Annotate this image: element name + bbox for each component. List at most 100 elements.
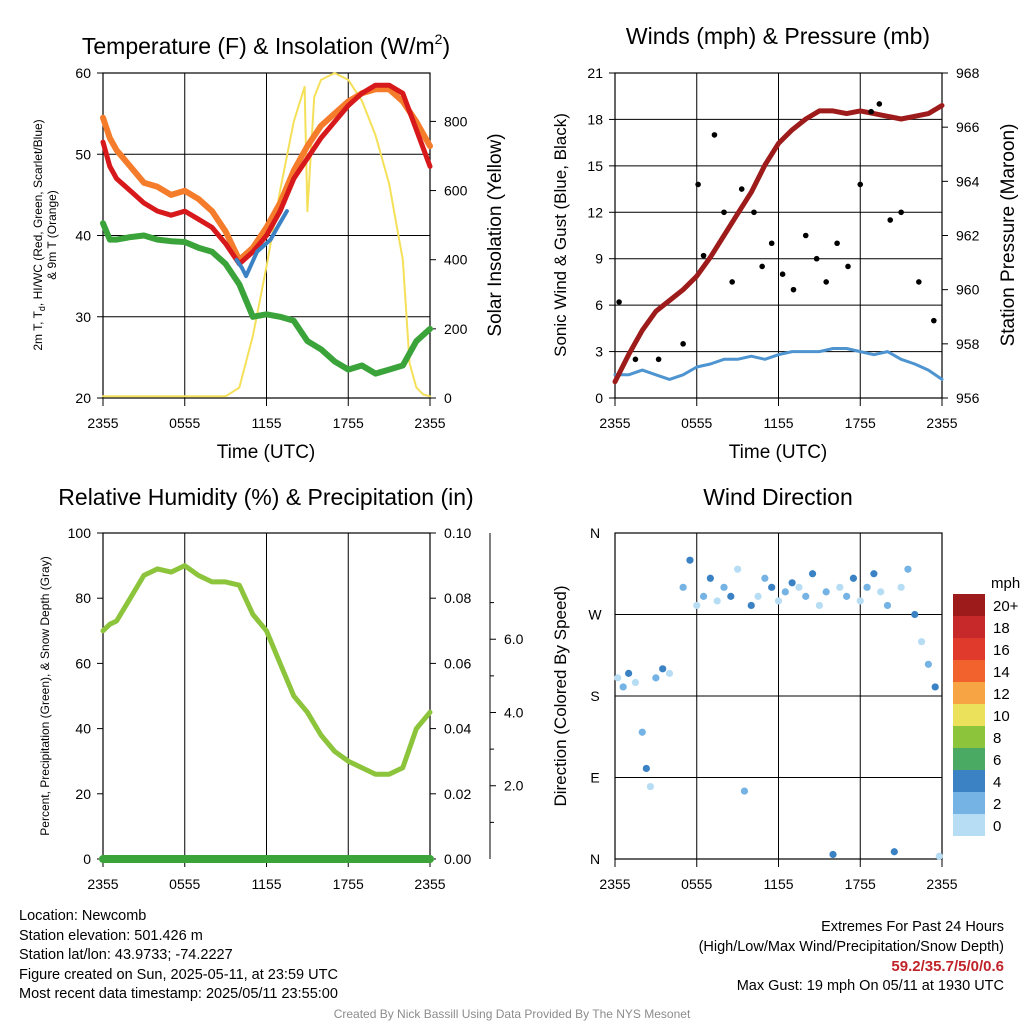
legend-label: 6 — [993, 752, 1001, 769]
temperature-xlabel: Time (UTC) — [217, 442, 316, 463]
gust-point — [931, 317, 937, 324]
winds-xtick-label: 0555 — [681, 415, 712, 431]
temperature-y2tick-label: 600 — [444, 183, 468, 199]
humidity-xtick-label: 2355 — [414, 876, 445, 892]
gust-point — [802, 232, 809, 239]
legend-swatch — [953, 770, 985, 792]
gust-point — [868, 108, 874, 115]
winds-xlabel: Time (UTC) — [729, 442, 828, 463]
direction-point — [625, 669, 633, 677]
gust-point — [845, 263, 851, 270]
humidity-y2tick-label: 0.02 — [444, 786, 471, 802]
winds-y2tick-label: 960 — [956, 282, 980, 298]
temperature-ytick-label: 20 — [75, 390, 91, 406]
direction-point — [904, 565, 912, 573]
temperature-xtick-label: 0555 — [169, 415, 200, 431]
humidity-xtick-label: 1155 — [251, 876, 281, 892]
temperature-title: Temperature (F) & Insolation (W/m2) — [82, 31, 450, 59]
gust-point — [700, 252, 707, 259]
direction-point — [897, 583, 905, 591]
gust-point — [898, 209, 904, 216]
extremes-title: Extremes For Past 24 Hours — [821, 919, 1004, 935]
gust-point — [887, 217, 894, 223]
humidity-ytick-label: 20 — [75, 786, 91, 802]
temperature-ylabel-left-2: & 9m T (Orange) — [45, 190, 59, 280]
station-info: Location: Newcomb Station elevation: 501… — [19, 907, 338, 1005]
direction-ytick-label: E — [590, 770, 599, 786]
temperature-xtick-label: 1155 — [251, 415, 281, 431]
legend-swatch — [953, 638, 985, 660]
direction-xtick-label: 2355 — [926, 876, 957, 892]
direction-ytick-label: S — [590, 688, 599, 704]
direction-point — [774, 597, 783, 605]
snow-depth-tick-label: 4.0 — [504, 704, 524, 720]
humidity-xtick-label: 0555 — [169, 876, 200, 892]
direction-point — [890, 848, 898, 856]
direction-point — [883, 601, 892, 610]
temperature-ytick-label: 40 — [75, 228, 91, 244]
direction-point — [829, 850, 837, 859]
temperature-xtick-label: 2355 — [414, 415, 445, 431]
direction-point — [768, 583, 776, 591]
gust-point — [813, 255, 820, 262]
direction-point — [761, 574, 769, 582]
direction-point — [815, 601, 823, 610]
humidity-xtick-label: 1755 — [333, 876, 364, 892]
legend-label: 8 — [993, 730, 1001, 747]
direction-point — [727, 592, 735, 600]
winds-ytick-label: 9 — [595, 251, 603, 267]
humidity-y2tick-label: 0.10 — [444, 525, 471, 541]
direction-point — [659, 665, 667, 673]
winds-ytick-label: 21 — [587, 65, 603, 81]
gust-point — [768, 240, 775, 247]
direction-point — [740, 787, 749, 795]
direction-ytick-label: N — [590, 525, 600, 541]
extremes-subtitle: (High/Low/Max Wind/Precipitation/Snow De… — [698, 938, 1004, 955]
wind-speed-line — [613, 347, 944, 381]
figure-created: Figure created on Sun, 2025-05-11, at 23… — [19, 966, 338, 983]
direction-point — [686, 556, 694, 564]
snow-depth-tick-label: 2.0 — [504, 778, 524, 794]
direction-point — [911, 610, 919, 619]
gust-point — [655, 356, 662, 363]
gust-point — [729, 279, 735, 285]
gust-point — [876, 101, 883, 107]
pressure-line — [612, 103, 945, 385]
temperature-y2tick-label: 0 — [444, 390, 452, 406]
direction-xtick-label: 1155 — [763, 876, 793, 892]
temperature-ytick-label: 30 — [75, 309, 91, 325]
winds-xtick-label: 2355 — [926, 415, 957, 431]
direction-point — [754, 592, 762, 600]
winds-xtick-label: 1755 — [845, 415, 876, 431]
winds-y2tick-label: 962 — [956, 228, 980, 244]
humidity-ytick-label: 40 — [75, 721, 91, 737]
direction-point — [788, 579, 796, 587]
humidity-title: Relative Humidity (%) & Precipitation (i… — [58, 484, 473, 510]
windchill-line — [234, 209, 289, 279]
humidity-y2tick-label: 0.04 — [444, 721, 471, 737]
temperature-ylabel-right: Solar Insolation (Yellow) — [485, 133, 506, 336]
snow-depth-tick-label: 6.0 — [504, 631, 524, 647]
winds-xtick-label: 2355 — [599, 415, 630, 431]
humidity-line — [100, 563, 433, 777]
temp-2m-line — [100, 82, 433, 267]
winds-y2tick-label: 956 — [956, 390, 980, 406]
winds-y2tick-label: 968 — [956, 65, 980, 81]
direction-point — [693, 601, 701, 610]
winds-y2tick-label: 958 — [956, 336, 980, 352]
gust-point — [616, 299, 622, 305]
winds-y2tick-label: 964 — [956, 173, 980, 189]
direction-point — [877, 588, 885, 596]
winds-ytick-label: 18 — [587, 111, 603, 127]
station-latlon: Station lat/lon: 43.9733; -74.2227 — [19, 947, 233, 964]
legend-label: 2 — [993, 796, 1001, 813]
direction-xtick-label: 2355 — [599, 876, 630, 892]
winds-title: Winds (mph) & Pressure (mb) — [626, 23, 930, 49]
winds-y2tick-label: 966 — [956, 119, 980, 135]
legend-swatch — [953, 792, 985, 814]
direction-point — [619, 683, 627, 691]
temperature-y2tick-label: 400 — [444, 252, 468, 268]
direction-point — [781, 588, 789, 596]
direction-point — [747, 601, 755, 610]
winds-ylabel-right: Station Pressure (Maroon) — [998, 124, 1019, 347]
